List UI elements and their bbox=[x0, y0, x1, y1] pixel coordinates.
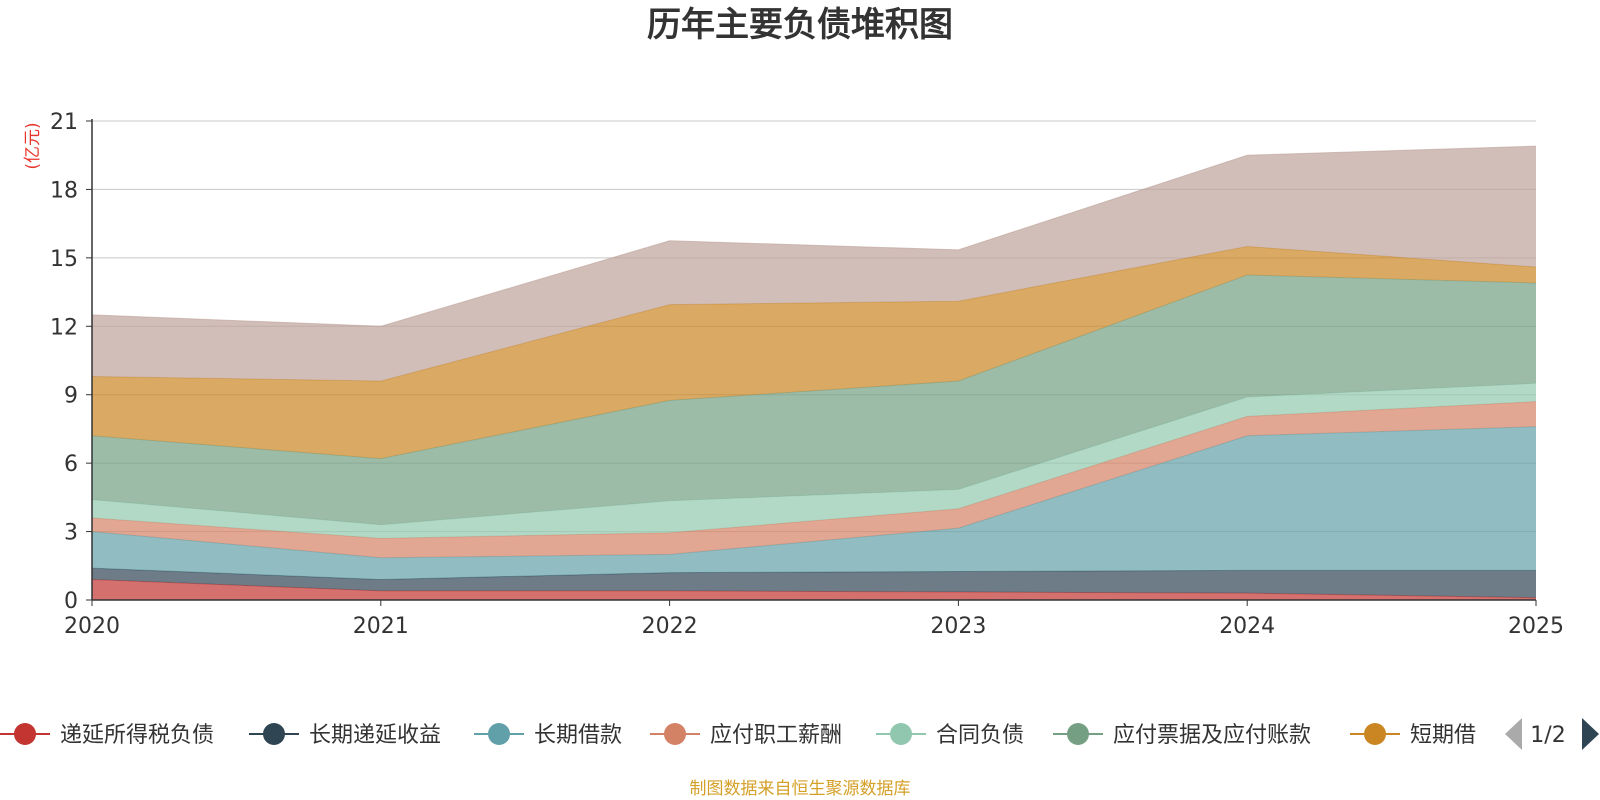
y-tick-label: 3 bbox=[64, 521, 78, 546]
area-应付票据及应付账款[interactable] bbox=[92, 274, 1536, 525]
x-tick-label: 2024 bbox=[1219, 614, 1275, 639]
legend-label: 递延所得税负债 bbox=[60, 723, 214, 748]
data-source-note: 制图数据来自恒生聚源数据库 bbox=[690, 779, 911, 799]
area-应付职工薪酬[interactable] bbox=[92, 401, 1536, 558]
y-tick-label: 15 bbox=[50, 247, 78, 272]
legend-item-短期借[interactable]: 短期借 bbox=[1350, 723, 1476, 748]
legend-item-递延所得税负债[interactable]: 递延所得税负债 bbox=[0, 723, 214, 748]
legend-label: 长期递延收益 bbox=[309, 723, 441, 748]
legend-swatch-icon bbox=[1067, 723, 1089, 745]
legend-item-应付票据及应付账款[interactable]: 应付票据及应付账款 bbox=[1053, 723, 1311, 748]
legend-label: 合同负债 bbox=[936, 723, 1024, 748]
legend-label: 应付票据及应付账款 bbox=[1113, 723, 1311, 748]
y-tick-label: 6 bbox=[64, 452, 78, 477]
legend-prev-icon[interactable] bbox=[1505, 718, 1522, 750]
x-tick-label: 2025 bbox=[1508, 614, 1564, 639]
legend-label: 短期借 bbox=[1410, 723, 1476, 748]
area-递延所得税负债[interactable] bbox=[92, 579, 1536, 600]
area-series bbox=[91, 145, 1537, 600]
y-axis-ticks: 0 3 6 9 12 15 18 21 bbox=[50, 110, 78, 614]
axes bbox=[86, 119, 1537, 606]
x-axis-ticks: 2020 2021 2022 2023 2024 2025 bbox=[64, 614, 1564, 639]
area-短期借款[interactable] bbox=[92, 246, 1536, 459]
area-长期递延收益[interactable] bbox=[92, 568, 1536, 598]
area-合同负债[interactable] bbox=[92, 383, 1536, 539]
x-tick-label: 2021 bbox=[353, 614, 409, 639]
legend-page-indicator: 1/2 bbox=[1530, 723, 1565, 748]
x-tick-label: 2020 bbox=[64, 614, 120, 639]
legend-next-icon[interactable] bbox=[1582, 718, 1599, 750]
series-line-其他 bbox=[91, 145, 1537, 327]
y-tick-label: 12 bbox=[50, 315, 78, 340]
legend-pager: 1/2 bbox=[1505, 718, 1599, 750]
legend-swatch-icon bbox=[1364, 723, 1386, 745]
y-tick-label: 0 bbox=[64, 589, 78, 614]
legend-label: 应付职工薪酬 bbox=[710, 723, 842, 748]
chart-title: 历年主要负债堆积图 bbox=[647, 5, 953, 45]
y-tick-label: 18 bbox=[50, 178, 78, 203]
legend-item-应付职工薪酬[interactable]: 应付职工薪酬 bbox=[650, 723, 842, 748]
legend-item-长期递延收益[interactable]: 长期递延收益 bbox=[249, 723, 441, 748]
y-axis-unit: (亿元) bbox=[23, 122, 43, 169]
x-tick-label: 2023 bbox=[930, 614, 986, 639]
legend-swatch-icon bbox=[890, 723, 912, 745]
y-tick-label: 9 bbox=[64, 384, 78, 409]
legend-swatch-icon bbox=[14, 723, 36, 745]
legend-swatch-icon bbox=[488, 723, 510, 745]
area-长期借款[interactable] bbox=[92, 426, 1536, 580]
legend-swatch-icon bbox=[263, 723, 285, 745]
area-其他[interactable] bbox=[92, 146, 1536, 382]
legend-item-长期借款[interactable]: 长期借款 bbox=[474, 723, 622, 748]
legend-label: 长期借款 bbox=[534, 723, 622, 748]
legend-swatch-icon bbox=[664, 723, 686, 745]
x-tick-label: 2022 bbox=[642, 614, 698, 639]
legend: 递延所得税负债 长期递延收益 长期借款 应付职工薪酬 合同负债 应付票据及应付账款 短期借 bbox=[0, 723, 1476, 748]
legend-item-合同负债[interactable]: 合同负债 bbox=[876, 723, 1024, 748]
y-tick-label: 21 bbox=[50, 110, 78, 135]
